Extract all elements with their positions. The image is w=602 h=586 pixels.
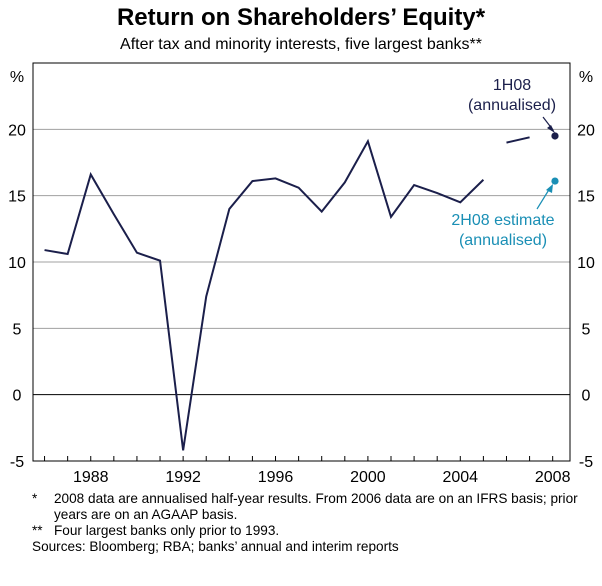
series-line-roe-ifrs bbox=[506, 136, 530, 144]
note-mark: ** bbox=[32, 523, 43, 538]
note-text: Four largest banks only prior to 1993. bbox=[54, 523, 280, 538]
annotation-2h08-sub: (annualised) bbox=[459, 232, 547, 249]
y-tick-label-left: 5 bbox=[13, 321, 22, 338]
x-tick-label: 1996 bbox=[258, 469, 294, 486]
y-tick-label-right: 0 bbox=[582, 388, 591, 405]
y-tick-label-right: 15 bbox=[577, 189, 595, 206]
x-tick-label: 2000 bbox=[350, 469, 386, 486]
y-tick-label-right: -5 bbox=[579, 454, 593, 471]
y-tick-label-left: 15 bbox=[8, 189, 26, 206]
x-tick-label: 2008 bbox=[535, 469, 571, 486]
series-line-roe bbox=[44, 138, 485, 451]
point-2h08-estimate bbox=[551, 177, 559, 185]
y-tick-label-right: 10 bbox=[577, 255, 595, 272]
chart-title: Return on Shareholders’ Equity* bbox=[116, 4, 486, 31]
chart-svg: -5 -5 0 0 5 5 10 10 15 15 20 20 1988 1992 1996 2000 2004… bbox=[8, 62, 595, 486]
annotation-1h08-label: 1H08 bbox=[493, 77, 531, 94]
annotation-2h08-arrowhead bbox=[546, 184, 553, 193]
chart-subtitle: After tax and minority interests, five l… bbox=[120, 36, 482, 53]
plot-frame bbox=[32, 62, 571, 462]
annotation-layer: 1H08 (annualised) 2H08 estimate (annuali… bbox=[451, 77, 556, 249]
note-text: 2008 data are annualised half-year resul… bbox=[54, 491, 578, 522]
y-tick-label-right: 20 bbox=[577, 122, 595, 139]
tick-layer: -5 -5 0 0 5 5 10 10 15 15 20 20 1988 1992 1996 2000 2004… bbox=[8, 122, 595, 486]
y-tick-label-left: 10 bbox=[8, 255, 26, 272]
annotation-2h08-label: 2H08 estimate bbox=[451, 212, 554, 229]
y-unit-left: % bbox=[10, 69, 24, 86]
y-tick-label-left: 20 bbox=[8, 122, 26, 139]
annotation-1h08-sub: (annualised) bbox=[468, 97, 556, 114]
chart-notes: * 2008 data are annualised half-year resu… bbox=[32, 491, 592, 555]
series-layer bbox=[44, 132, 559, 451]
x-tick-label: 1988 bbox=[73, 469, 109, 486]
x-tick-label: 1992 bbox=[165, 469, 201, 486]
note-row: ** Four largest banks only prior to 1993. bbox=[32, 523, 592, 539]
note-row: * 2008 data are annualised half-year resu… bbox=[32, 491, 592, 523]
grid-layer bbox=[33, 128, 570, 396]
point-1h08 bbox=[551, 132, 559, 140]
y-tick-label-left: -5 bbox=[10, 454, 24, 471]
y-unit-right: % bbox=[579, 69, 593, 86]
y-tick-label-left: 0 bbox=[13, 388, 22, 405]
annotation-1h08-arrowhead bbox=[547, 125, 555, 133]
y-tick-label-right: 5 bbox=[582, 321, 591, 338]
note-row: Sources: Bloomberg; RBA; banks’ annual a… bbox=[32, 539, 592, 555]
x-tick-label: 2004 bbox=[442, 469, 478, 486]
note-text: Sources: Bloomberg; RBA; banks’ annual a… bbox=[32, 539, 399, 554]
annotation-2h08-arrow bbox=[536, 187, 551, 210]
note-mark: * bbox=[32, 491, 38, 506]
